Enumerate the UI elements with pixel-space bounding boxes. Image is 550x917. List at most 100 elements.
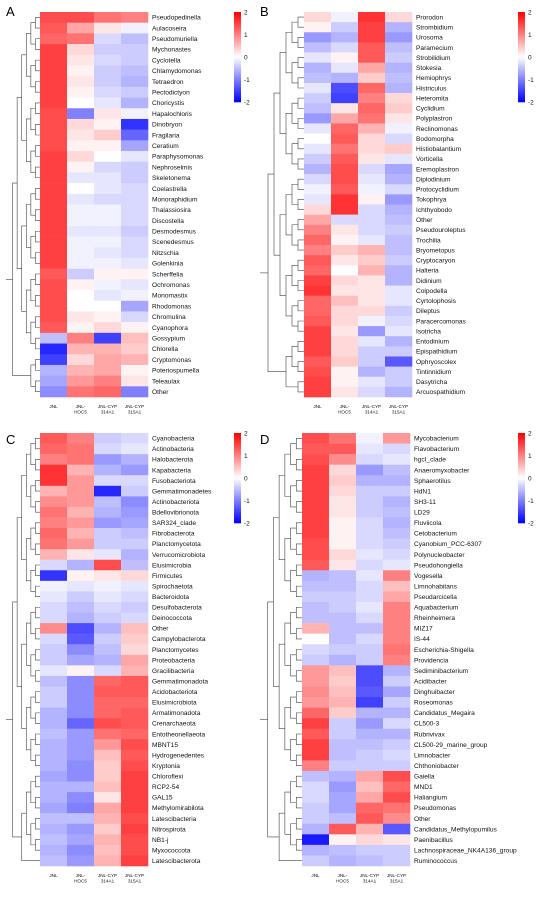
legend-gradient-segment <box>518 505 525 508</box>
heatmap-cell <box>302 580 330 592</box>
legend-gradient-segment <box>518 511 525 515</box>
row-label: Coelastrella <box>152 186 187 193</box>
legend-gradient-segment <box>518 68 525 71</box>
dendrogram-branch <box>278 643 285 730</box>
heatmap-cell <box>67 364 95 376</box>
row-label: MIZ17 <box>414 626 433 633</box>
heatmap-cell <box>67 151 95 163</box>
heatmap-cell <box>67 623 95 634</box>
heatmap-cell <box>304 42 332 53</box>
heatmap-cell <box>40 844 68 856</box>
legend-gradient-segment <box>518 86 525 89</box>
heatmap-cell <box>121 193 149 205</box>
row-label: Mychonastes <box>152 47 192 54</box>
row-label: Other <box>152 389 169 396</box>
row-label: Elusimicrobiota <box>152 700 197 707</box>
legend-gradient-segment <box>518 84 525 87</box>
legend-gradient-segment <box>234 45 241 49</box>
heatmap-cell <box>94 749 122 761</box>
heatmap-cell <box>302 633 330 645</box>
heatmap-cell <box>304 113 332 124</box>
heatmap-cell <box>94 770 122 782</box>
heatmap-cell <box>94 322 122 334</box>
heatmap-cell <box>385 52 413 63</box>
legend-gradient-segment <box>518 453 525 456</box>
heatmap-cell <box>40 591 68 603</box>
legend-gradient-segment <box>234 81 241 85</box>
heatmap-cell <box>67 433 95 444</box>
row-label: Nitzschia <box>152 250 179 257</box>
heatmap-cell <box>67 707 95 719</box>
row-label: Lachnospiraceae_NK4A136_group <box>414 847 517 854</box>
heatmap-cell <box>385 82 413 94</box>
heatmap-panel: D Mycobacterium Flavobacterium hgcI_clade An… <box>260 430 534 883</box>
heatmap-cell <box>121 686 149 698</box>
heatmap-cell <box>331 62 359 74</box>
heatmap-cell <box>356 591 384 603</box>
heatmap-cell <box>67 290 95 302</box>
heatmap-cell <box>331 194 359 205</box>
heatmap-cell <box>358 214 386 226</box>
heatmap-cell <box>331 234 359 246</box>
heatmap-cell <box>94 332 122 344</box>
legend-tick-label: -2 <box>528 99 534 106</box>
dendrogram-branch <box>297 381 304 393</box>
heatmap-cell <box>304 184 332 195</box>
legend-gradient-segment <box>518 471 525 474</box>
heatmap-cell <box>385 184 413 195</box>
heatmap-cell <box>358 366 386 378</box>
row-label: Actinobacteria <box>152 446 194 453</box>
panel-label: D <box>260 432 269 447</box>
heatmap-panel: B Prorodon Strombidium Urosoma Paramecium Str… <box>260 4 534 414</box>
dendrogram-branch <box>285 113 292 155</box>
heatmap-cell <box>356 844 384 856</box>
legend-gradient-segment <box>234 484 241 488</box>
heatmap-cell <box>356 665 384 677</box>
heatmap-cell <box>356 559 384 571</box>
row-label: Urosoma <box>416 35 443 42</box>
dendrogram-branch <box>35 380 40 392</box>
heatmap-cell <box>40 813 68 825</box>
heatmap-cell <box>121 311 149 323</box>
heatmap-cell <box>331 163 359 175</box>
heatmap-cell <box>121 538 149 550</box>
row-label: HdN1 <box>414 488 431 495</box>
heatmap-cell <box>385 285 413 296</box>
heatmap-cell <box>302 528 330 539</box>
heatmap-cell <box>331 275 359 286</box>
legend-gradient-segment <box>518 48 525 51</box>
heatmap-cell <box>304 32 332 43</box>
heatmap-cell <box>40 707 68 719</box>
legend-gradient-segment <box>518 444 525 447</box>
heatmap-cell <box>94 204 122 216</box>
heatmap-cell <box>358 326 386 337</box>
heatmap-cell <box>358 204 386 215</box>
heatmap-cell <box>302 739 330 751</box>
heatmap-cell <box>94 623 122 634</box>
dendrogram-branch <box>25 289 31 334</box>
dendrogram-branch <box>295 564 302 576</box>
heatmap-cell <box>67 844 95 856</box>
heatmap-cell <box>121 644 149 656</box>
heatmap-cell <box>331 245 359 256</box>
heatmap-cell <box>40 86 68 98</box>
heatmap-cell <box>94 760 122 772</box>
legend-gradient-segment <box>234 79 241 83</box>
heatmap-cell <box>329 834 357 846</box>
heatmap-cell <box>304 315 332 327</box>
heatmap-cell <box>94 76 122 88</box>
row-label: Armatimonadota <box>152 710 201 717</box>
row-label: Cryptocaryon <box>416 258 456 265</box>
dendrogram-branch <box>297 300 304 312</box>
heatmap-cell <box>356 834 384 846</box>
heatmap-cell <box>67 268 95 280</box>
heatmap-cell <box>67 760 95 772</box>
legend-gradient-segment <box>518 16 525 20</box>
legend-gradient-segment <box>234 68 241 71</box>
legend-gradient-segment <box>518 77 525 80</box>
heatmap-cell <box>304 194 332 205</box>
row-label: Bdellovibrionota <box>152 510 199 517</box>
heatmap-cell <box>329 549 357 561</box>
row-label: Poteriospumella <box>152 368 200 375</box>
heatmap-cell <box>329 707 357 719</box>
